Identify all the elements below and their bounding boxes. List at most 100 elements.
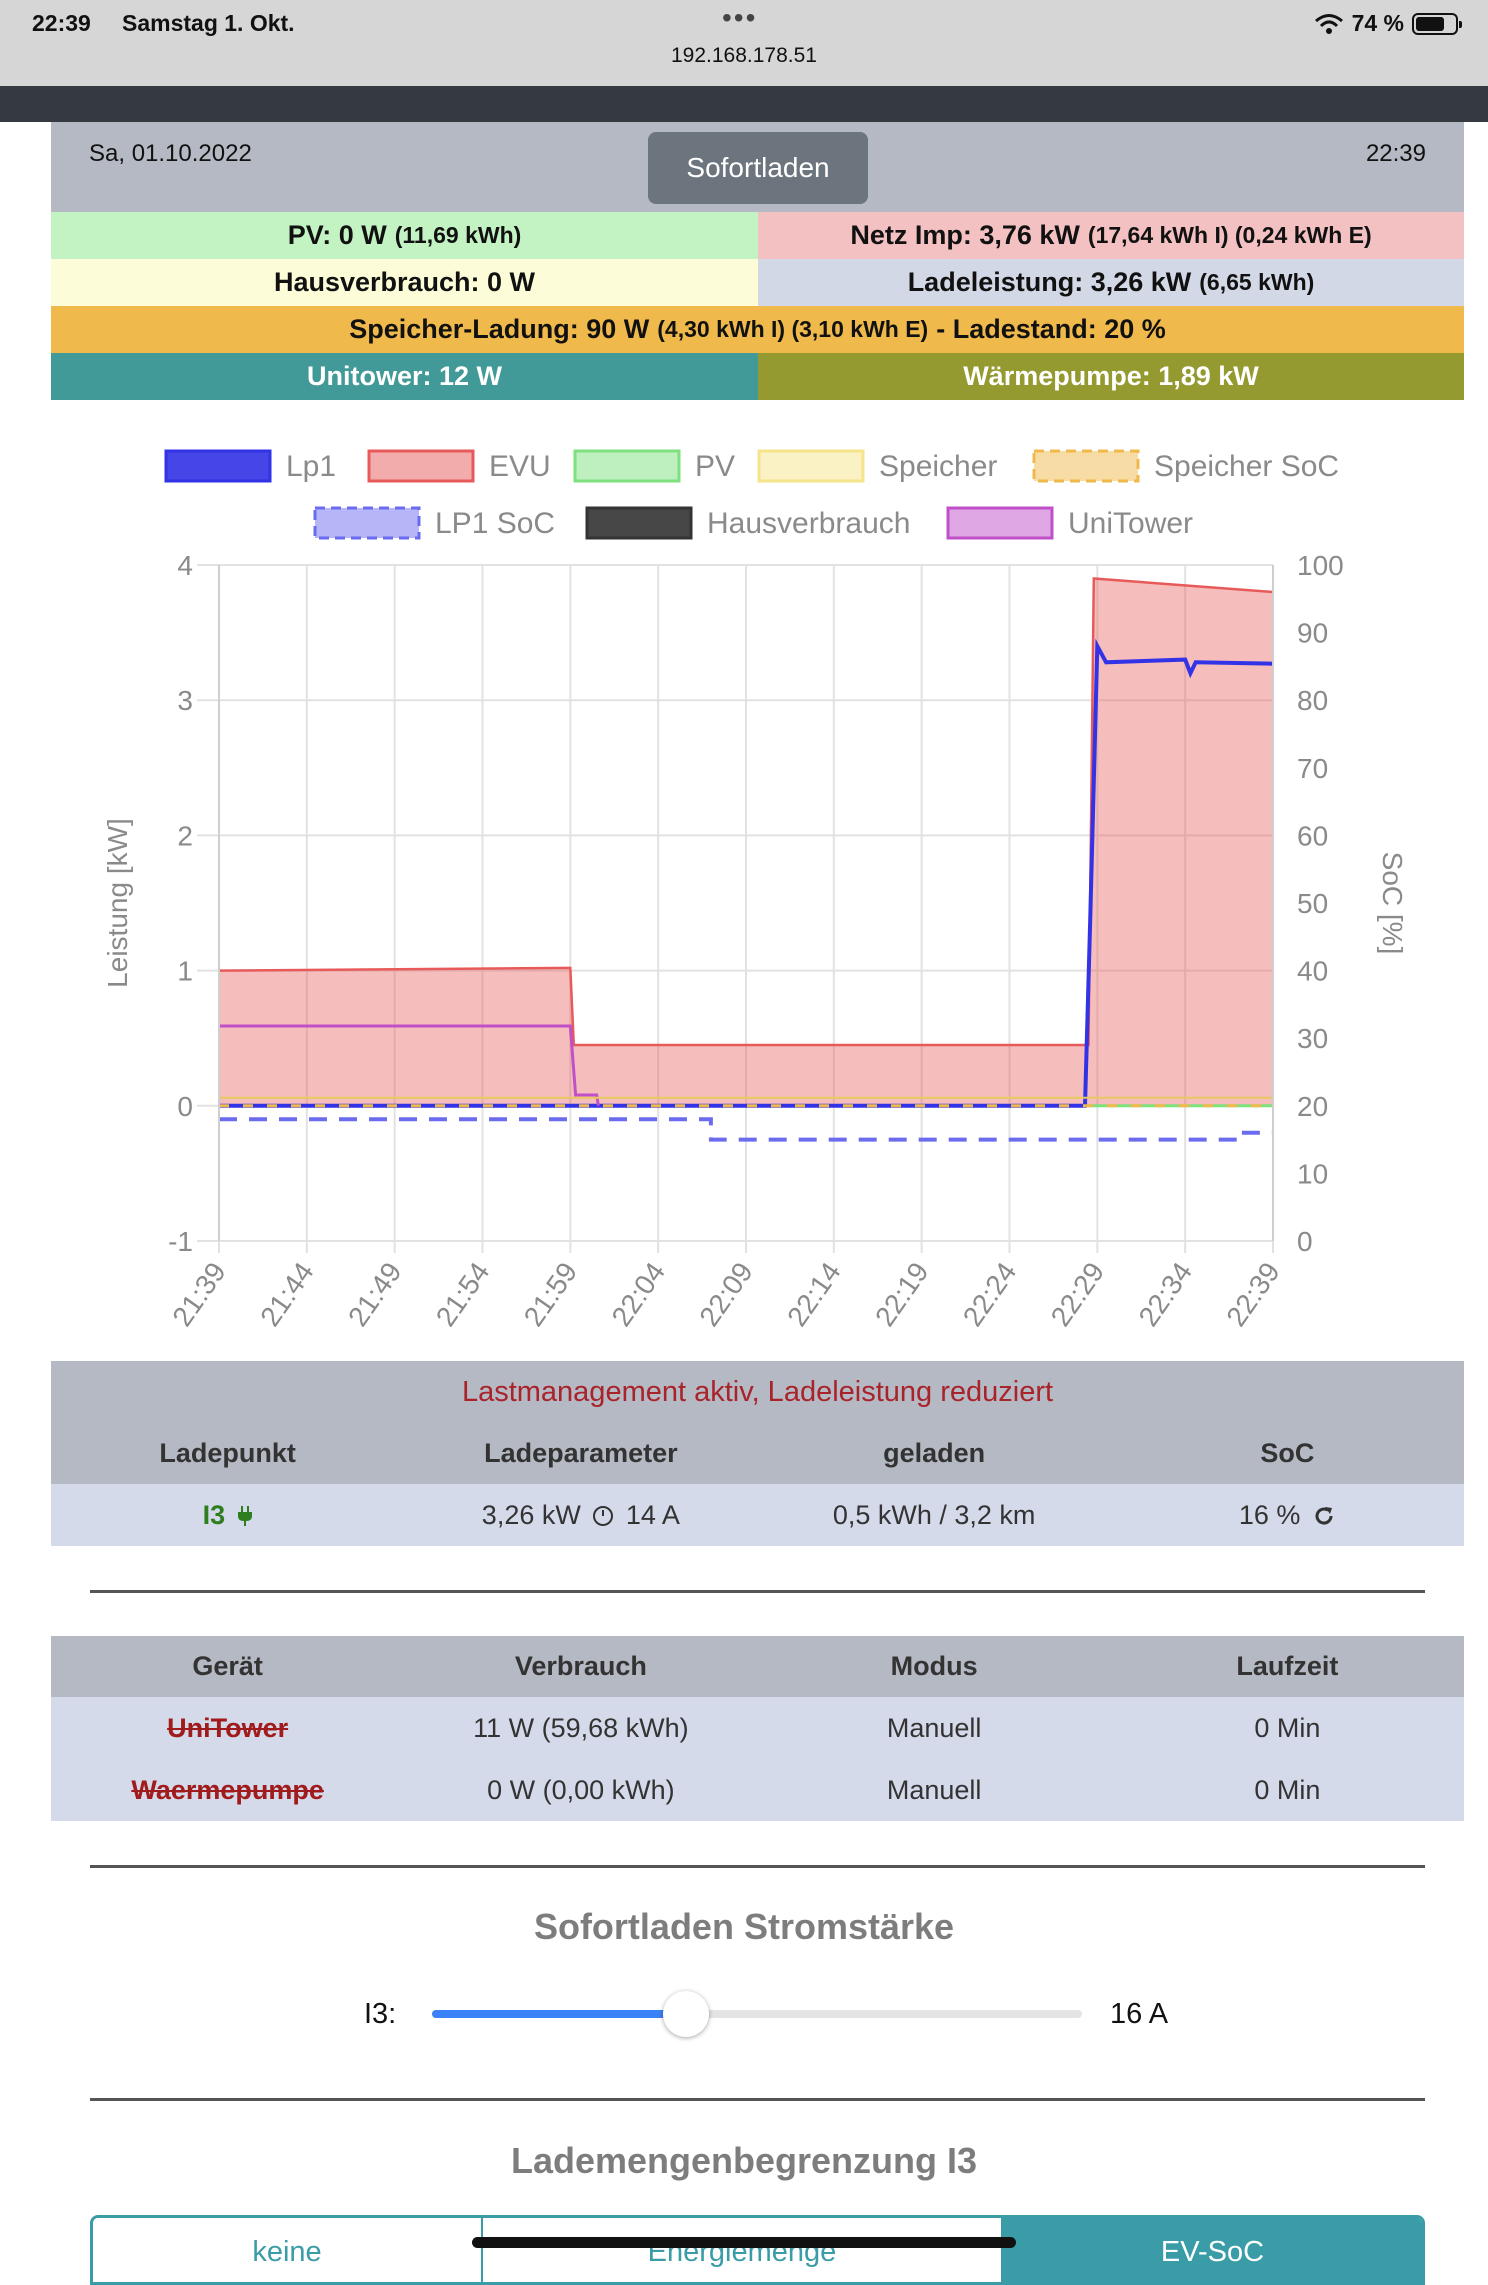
waermepumpe-info: Wärmepumpe: 1,89 kW — [758, 353, 1464, 400]
status-bar: 22:39 Samstag 1. Okt. ••• 192.168.178.51… — [0, 0, 1488, 86]
header-date: Sa, 01.10.2022 — [89, 140, 252, 167]
status-date: Samstag 1. Okt. — [122, 10, 295, 36]
y-tick-label: 3 — [177, 685, 193, 716]
x-tick-label: 22:39 — [1220, 1257, 1286, 1332]
soc-value[interactable]: 16 % — [1111, 1500, 1464, 1531]
legend-swatch — [367, 449, 475, 483]
x-tick-label: 22:14 — [781, 1257, 847, 1332]
x-tick-label: 22:09 — [693, 1257, 759, 1332]
ladepunkt-table: Lastmanagement aktiv, Ladeleistung reduz… — [51, 1361, 1464, 1546]
y2-tick-label: 0 — [1297, 1226, 1313, 1257]
evu-area — [219, 578, 1273, 1106]
y2-tick-label: 10 — [1297, 1158, 1328, 1189]
x-tick-label: 21:49 — [342, 1257, 408, 1332]
col-geraet: Gerät — [192, 1651, 263, 1681]
y2-tick-label: 20 — [1297, 1091, 1328, 1122]
col-verbrauch: Verbrauch — [514, 1651, 647, 1681]
status-right: 74 % — [1314, 10, 1462, 37]
legend-swatch — [164, 449, 272, 483]
device-modus[interactable]: Manuell — [886, 1774, 982, 1805]
device-laufzeit: 0 Min — [1254, 1774, 1321, 1805]
table-row[interactable]: Waermepumpe 0 W (0,00 kWh) Manuell 0 Min — [51, 1759, 1464, 1821]
tab-keine[interactable]: keine — [93, 2218, 483, 2282]
col-laufzeit: Laufzeit — [1236, 1651, 1339, 1681]
x-tick-label: 22:34 — [1132, 1257, 1198, 1332]
y2-tick-label: 50 — [1297, 888, 1328, 919]
sofortladen-button[interactable]: Sofortladen — [648, 132, 868, 204]
y2-axis-title: SoC [%] — [1377, 852, 1408, 955]
x-tick-label: 21:59 — [518, 1257, 584, 1332]
divider — [90, 1865, 1425, 1868]
device-name[interactable]: Waermepumpe — [131, 1774, 324, 1805]
y-tick-label: 0 — [177, 1091, 193, 1122]
slider-thumb[interactable] — [662, 1991, 709, 2037]
home-indicator[interactable] — [472, 2237, 1016, 2248]
info-row-2: Hausverbrauch: 0 W Ladeleistung: 3,26 kW… — [51, 259, 1464, 306]
legend-swatch — [573, 449, 681, 483]
url-bar[interactable]: 192.168.178.51 — [671, 44, 817, 67]
lp1-line — [219, 638, 1274, 1108]
chart-svg: Lp1 EVU PV Speicher Speicher SoC LP1 SoC Hausv… — [102, 449, 1408, 1332]
device-verbrauch: 11 W (59,68 kWh) — [473, 1712, 689, 1743]
status-time: 22:39 — [32, 10, 91, 36]
divider — [90, 1590, 1425, 1593]
x-tick-label: 22:29 — [1045, 1257, 1111, 1332]
x-tick-label: 22:04 — [605, 1257, 671, 1332]
legend-label: Hausverbrauch — [707, 507, 910, 540]
stromstaerke-slider[interactable] — [432, 1991, 1082, 2037]
info-row-4: Unitower: 12 W Wärmepumpe: 1,89 kW — [51, 353, 1464, 400]
speicher-info: Speicher-Ladung: 90 W (4,30 kWh I) (3,10 … — [51, 306, 1464, 353]
devices-table: Gerät Verbrauch Modus Laufzeit UniTower … — [51, 1636, 1464, 1821]
x-tick-label: 21:39 — [166, 1257, 232, 1332]
clock-icon — [593, 1505, 614, 1526]
slider-label: I3: — [364, 1998, 397, 2030]
y-tick-label: 2 — [177, 820, 193, 851]
battery-percent: 74 % — [1351, 10, 1404, 36]
lastmanagement-warning: Lastmanagement aktiv, Ladeleistung reduz… — [51, 1361, 1464, 1423]
col-soc: SoC — [1260, 1438, 1315, 1468]
legend-label: Speicher SoC — [1154, 450, 1339, 483]
tab-ev-soc[interactable]: EV-SoC — [1003, 2218, 1422, 2282]
info-row-1: PV: 0 W (11,69 kWh) Netz Imp: 3,76 kW (17,… — [51, 212, 1464, 259]
y2-tick-label: 60 — [1297, 820, 1328, 851]
x-tick-label: 21:44 — [254, 1257, 320, 1332]
table-row[interactable]: UniTower 11 W (59,68 kWh) Manuell 0 Min — [51, 1697, 1464, 1759]
lp1-soc-line — [219, 1117, 1273, 1142]
col-ladepunkt: Ladepunkt — [159, 1438, 296, 1468]
device-name[interactable]: UniTower — [167, 1712, 289, 1743]
y-tick-label: 1 — [177, 956, 193, 987]
device-modus[interactable]: Manuell — [886, 1712, 982, 1743]
lademenge-tabs: keine Energiemenge EV-SoC — [90, 2215, 1425, 2285]
more-dots-icon[interactable]: ••• — [722, 2, 758, 33]
legend-swatch — [313, 506, 421, 540]
legend-label: LP1 SoC — [435, 507, 555, 540]
x-tick-label: 21:54 — [430, 1257, 496, 1332]
lademenge-title: Lademengenbegrenzung I3 — [510, 2140, 978, 2181]
header-time: 22:39 — [1365, 140, 1426, 167]
netz-info: Netz Imp: 3,76 kW (17,64 kWh I) (0,24 kWh… — [758, 212, 1464, 259]
legend-swatch — [757, 449, 865, 483]
y2-tick-label: 90 — [1297, 618, 1328, 649]
legend-label: Lp1 — [286, 450, 336, 483]
battery-icon — [1412, 12, 1462, 35]
legend-swatch — [946, 506, 1054, 540]
ladepunkt-name[interactable]: I3 — [51, 1500, 404, 1531]
tab-energiemenge[interactable]: Energiemenge — [483, 2218, 1003, 2282]
col-modus: Modus — [890, 1651, 978, 1681]
pv-info: PV: 0 W (11,69 kWh) — [51, 212, 758, 259]
y2-tick-label: 70 — [1297, 753, 1328, 784]
geladen-value: 0,5 kWh / 3,2 km — [832, 1499, 1036, 1530]
wifi-icon — [1314, 13, 1343, 34]
divider — [90, 2098, 1425, 2101]
legend-swatch — [585, 506, 693, 540]
plug-icon — [237, 1505, 252, 1526]
col-ladeparameter: Ladeparameter — [484, 1438, 678, 1468]
info-row-3: Speicher-Ladung: 90 W (4,30 kWh I) (3,10 … — [51, 306, 1464, 353]
legend-swatch — [1032, 449, 1140, 483]
slider-title: Sofortladen Stromstärke — [533, 1906, 955, 1947]
refresh-icon[interactable] — [1312, 1504, 1336, 1528]
legend-label: PV — [695, 450, 735, 483]
table-row[interactable]: I3 3,26 kW 14 A 0,5 kWh / 3,2 km 16 % — [51, 1484, 1464, 1546]
slider-fill — [432, 2010, 686, 2018]
y2-tick-label: 100 — [1297, 550, 1344, 581]
